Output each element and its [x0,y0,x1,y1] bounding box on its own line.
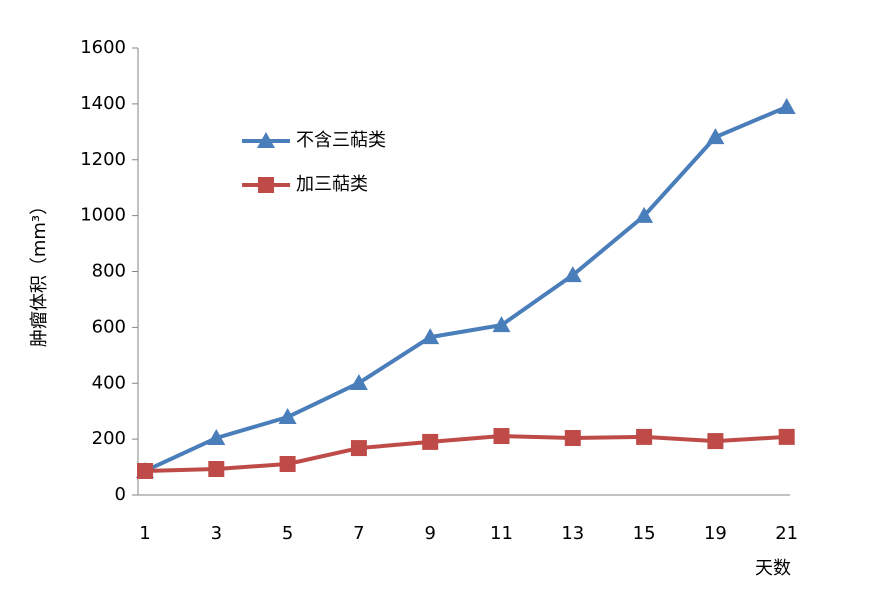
y-tick-label: 400 [92,372,126,393]
x-tick-label: 3 [211,523,222,544]
point [208,461,225,478]
x-tick-label: 1 [139,523,150,544]
point [778,428,795,445]
point [350,440,367,457]
x-tick-label: 9 [424,523,435,544]
point [636,428,653,445]
legend-label: 加三萜类 [296,174,368,195]
x-tick-label: 15 [633,523,656,544]
y-tick-label: 0 [115,484,126,505]
x-tick-label: 5 [282,523,293,544]
point [707,433,724,450]
x-tick-label: 19 [704,523,727,544]
point [564,430,581,447]
y-tick-label: 1400 [80,93,126,114]
series-line [144,434,787,473]
point [278,408,297,425]
y-tick-label: 1200 [80,149,126,170]
x-tick-label: 7 [353,523,364,544]
point [493,428,510,445]
point [207,429,226,446]
series-line [144,105,788,473]
point [563,266,582,283]
legend-label: 不含三萜类 [296,130,386,151]
y-tick-label: 1000 [80,205,126,226]
point [279,455,296,472]
point [258,177,274,193]
point [422,433,439,450]
point [706,128,725,145]
point [492,316,511,333]
point [349,373,368,390]
x-tick-label: 13 [561,523,584,544]
point [137,462,153,479]
y-axis-label: 肿瘤体积（mm³） [29,197,50,347]
x-tick-label: 11 [490,523,513,544]
y-tick-label: 600 [92,316,126,337]
y-tick-label: 200 [92,428,126,449]
point [257,132,275,148]
point [421,328,440,345]
point [635,206,654,223]
y-tick-label: 1600 [80,37,126,58]
x-axis-label: 天数 [755,558,791,579]
point [777,97,796,114]
y-tick-label: 800 [92,261,126,282]
x-tick-label: 21 [775,523,798,544]
